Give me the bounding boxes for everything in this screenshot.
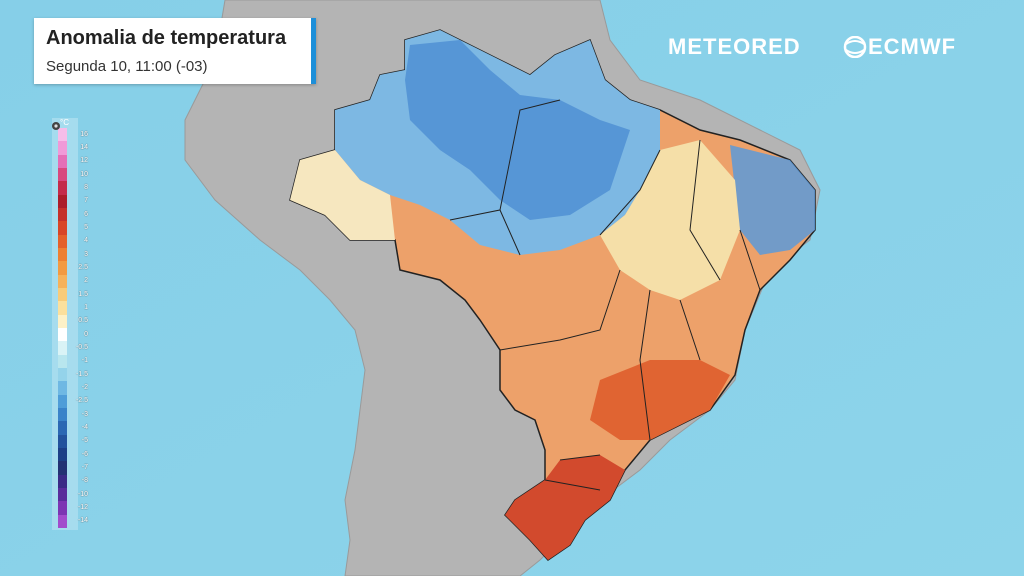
map-subtitle: Segunda 10, 11:00 (-03) — [46, 58, 208, 75]
legend-label: -10 — [77, 490, 88, 498]
legend-label: -4 — [81, 424, 88, 431]
legend-label: -8 — [81, 477, 88, 485]
legend-label: 2.5 — [78, 264, 88, 271]
warm-anomaly-southeast — [590, 360, 730, 440]
legend-swatch — [58, 434, 67, 448]
legend-swatch — [58, 327, 67, 342]
neutral-west — [290, 150, 395, 240]
legend-swatch — [58, 407, 67, 422]
color-legend: °C 16 14 12 10 8 7 6 5 4 3 2.5 2 1.5 1 0.5 0 -0.5 -1 -1.5 -… — [52, 118, 88, 530]
legend-swatch — [58, 194, 67, 208]
legend-label: 0.5 — [78, 317, 88, 325]
legend-swatch — [58, 301, 67, 315]
legend-swatch — [58, 354, 67, 368]
legend-swatch — [58, 314, 67, 328]
legend-unit: °C — [60, 118, 69, 127]
legend-label: -2 — [81, 384, 88, 391]
legend-label: -14 — [77, 517, 88, 525]
legend-label: 10 — [80, 170, 88, 178]
legend-swatch — [58, 501, 67, 515]
legend-swatch — [58, 421, 67, 435]
legend-swatch — [58, 181, 67, 195]
ecmwf-logo: ECMWF — [868, 34, 957, 59]
legend-swatch — [58, 447, 67, 462]
legend-swatch — [58, 514, 67, 528]
meteored-logo: METEORED — [668, 34, 801, 59]
legend-label: 5 — [84, 224, 88, 231]
legend-label: -3 — [81, 410, 88, 418]
legend-label: 6 — [84, 210, 88, 218]
legend-label: 16 — [80, 130, 88, 138]
legend-label: 0 — [84, 330, 88, 338]
legend-swatch — [58, 234, 67, 248]
legend-swatch — [58, 167, 67, 182]
legend-label: 1 — [84, 304, 88, 311]
legend-swatch — [58, 247, 67, 262]
ecmwf-logo-icon — [843, 36, 867, 58]
legend-label: 1.5 — [78, 290, 88, 298]
state-borders — [449, 99, 761, 491]
map-title: Anomalia de temperatura — [46, 27, 287, 49]
legend-label: -2.5 — [75, 397, 88, 405]
legend-label: -5 — [81, 437, 88, 445]
legend-label: -1 — [81, 357, 88, 365]
legend-label: 8 — [84, 184, 88, 191]
legend-swatch — [58, 461, 67, 475]
legend-swatch — [58, 474, 67, 488]
legend-swatch — [58, 381, 67, 395]
cool-anomaly-core — [405, 40, 630, 220]
legend-label: -7 — [81, 464, 88, 471]
legend-swatch — [58, 274, 67, 288]
legend-label: 12 — [80, 157, 88, 165]
cool-anomaly-northeast — [730, 145, 815, 255]
legend-label: -0.5 — [75, 344, 88, 351]
legend-label: 14 — [80, 144, 88, 151]
legend-swatch — [58, 367, 67, 382]
legend-swatch — [58, 141, 67, 155]
legend-swatch — [58, 487, 67, 502]
legend-swatch — [58, 207, 67, 222]
warm-anomaly-south — [505, 455, 625, 560]
legend-swatch — [58, 221, 67, 235]
neutral-central — [600, 140, 740, 300]
legend-swatch — [58, 341, 67, 355]
legend-label: 4 — [84, 237, 88, 245]
legend-swatch — [58, 154, 67, 168]
legend-label: -1.5 — [75, 370, 88, 378]
gear-icon[interactable] — [50, 120, 62, 132]
legend-label: 2 — [84, 277, 88, 285]
title-panel: Anomalia de temperatura Segunda 10, 11:0… — [34, 18, 316, 84]
legend-label: 7 — [84, 197, 88, 205]
legend-swatch — [58, 261, 67, 275]
legend-label: -6 — [81, 450, 88, 458]
legend-label: 3 — [84, 250, 88, 258]
legend-swatch — [58, 128, 67, 142]
legend-color-bar — [58, 128, 67, 528]
legend-swatch — [58, 394, 67, 408]
title-accent — [311, 18, 316, 84]
legend-swatch — [58, 287, 67, 302]
legend-label: -12 — [77, 504, 88, 511]
